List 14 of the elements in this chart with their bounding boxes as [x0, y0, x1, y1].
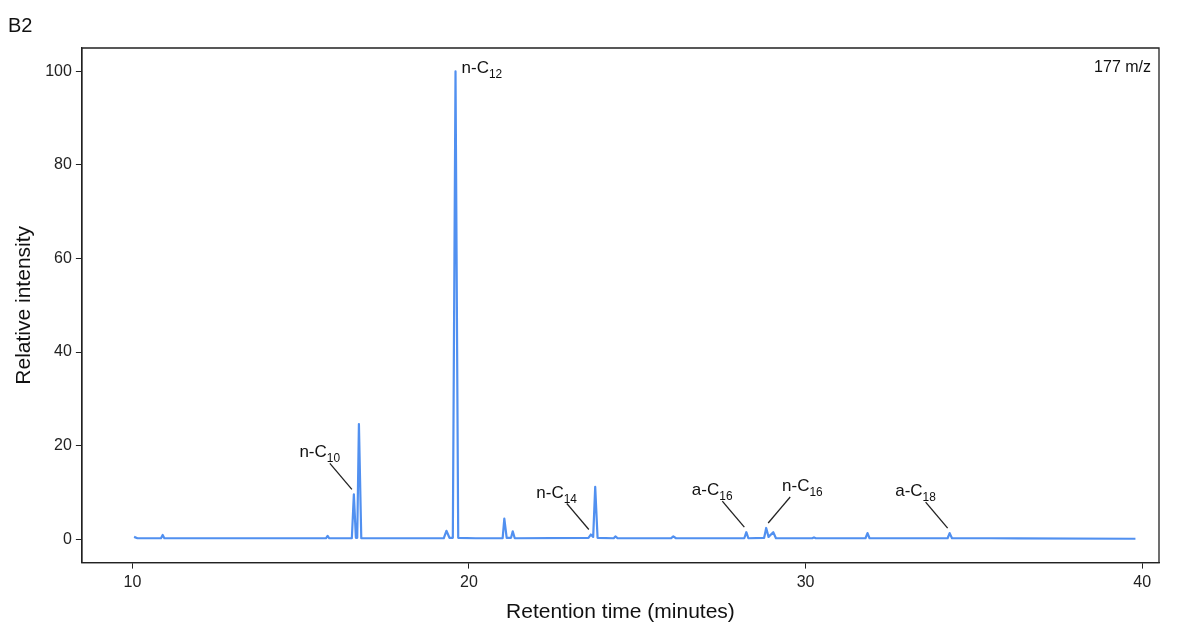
- x-tick-label: 10: [123, 572, 142, 590]
- x-tick-label: 20: [460, 572, 478, 590]
- y-tick-label: 80: [54, 155, 72, 173]
- y-tick-label: 100: [45, 61, 72, 79]
- annotation: 177 m/z: [1094, 58, 1152, 75]
- y-tick-label: 40: [54, 342, 72, 360]
- chart-title: B2: [8, 13, 33, 36]
- x-tick-label: 30: [796, 572, 815, 590]
- y-tick-label: 20: [54, 436, 72, 454]
- y-tick-label: 60: [54, 248, 72, 266]
- x-axis-title: Retention time (minutes): [506, 599, 735, 623]
- y-tick-label: 0: [62, 529, 72, 547]
- x-tick-label: 40: [1133, 572, 1152, 590]
- y-axis-title: Relative intensity: [11, 225, 35, 385]
